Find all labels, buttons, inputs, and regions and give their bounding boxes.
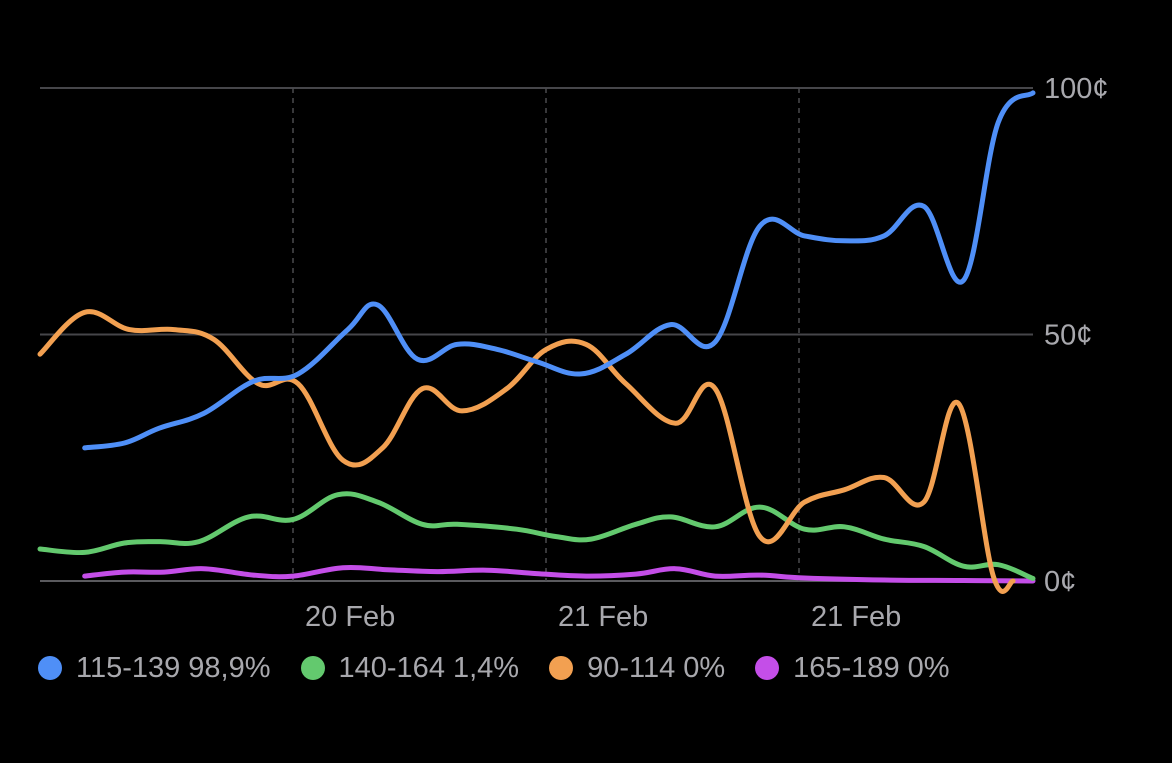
legend-series-name-1: 140-164 bbox=[338, 651, 445, 684]
axis-labels: 100¢ 50¢ 0¢ 20 Feb 21 Feb 21 Feb bbox=[305, 73, 1109, 633]
legend-series-value-1: 1,4% bbox=[452, 651, 520, 684]
series-lines bbox=[37, 90, 1036, 594]
legend-swatch-3 bbox=[755, 656, 780, 680]
legend-series-value-3: 0% bbox=[907, 651, 950, 684]
series-line-165-189 bbox=[82, 564, 1036, 584]
legend-series-name-0: 115-139 bbox=[76, 651, 181, 684]
line-chart: 100¢ 50¢ 0¢ 20 Feb 21 Feb 21 Feb bbox=[37, 73, 1109, 633]
legend-item-2: 90-114 0% bbox=[549, 652, 725, 685]
y-tick-label-1: 50¢ bbox=[1044, 320, 1092, 352]
legend-swatch-0 bbox=[38, 656, 62, 680]
y-tick-label-0: 100¢ bbox=[1044, 73, 1109, 105]
legend-series-name-2: 90-114 bbox=[587, 651, 676, 684]
legend-series-name-3: 165-189 bbox=[793, 651, 900, 684]
chart-area: 100¢ 50¢ 0¢ 20 Feb 21 Feb 21 Feb bbox=[37, 73, 1109, 633]
x-tick-label-2: 21 Feb bbox=[811, 601, 901, 633]
x-tick-label-0: 20 Feb bbox=[305, 601, 395, 633]
y-tick-label-2: 0¢ bbox=[1044, 566, 1076, 598]
legend-series-value-0: 98,9% bbox=[188, 651, 271, 684]
legend-item-3: 165-189 0% bbox=[755, 651, 950, 685]
legend-item-0: 115-139 98,9% bbox=[38, 652, 271, 685]
legend-swatch-2 bbox=[549, 656, 574, 680]
x-tick-label-1: 21 Feb bbox=[558, 601, 648, 633]
legend-series-value-2: 0% bbox=[683, 651, 726, 684]
series-line-90-114 bbox=[37, 309, 1016, 594]
legend-item-1: 140-164 1,4% bbox=[300, 651, 520, 685]
grid bbox=[40, 87, 1033, 582]
series-line-140-164 bbox=[37, 491, 1036, 581]
legend: 115-139 98,9% 140-164 1,4% 90-114 0% 165… bbox=[38, 646, 980, 690]
legend-swatch-1 bbox=[300, 656, 325, 680]
series-line-115-139 bbox=[82, 90, 1036, 451]
